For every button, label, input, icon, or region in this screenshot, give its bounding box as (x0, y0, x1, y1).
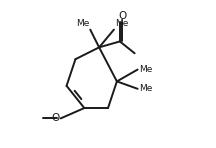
Text: Me: Me (139, 65, 152, 74)
Text: Me: Me (115, 19, 128, 28)
Text: O: O (51, 113, 59, 123)
Text: O: O (118, 11, 126, 21)
Text: Me: Me (139, 84, 152, 93)
Text: Me: Me (76, 19, 89, 28)
